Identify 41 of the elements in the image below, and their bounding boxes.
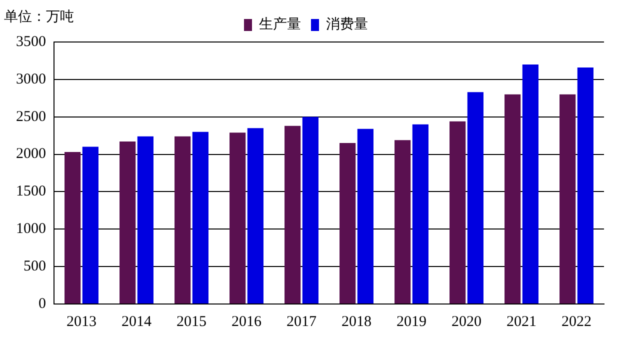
y-tick-label: 3500	[16, 34, 46, 50]
y-tick-label: 1500	[16, 184, 46, 200]
bar	[357, 128, 374, 304]
y-tick-label: 2000	[16, 146, 46, 162]
y-tick-label: 3000	[16, 71, 46, 88]
bar	[64, 152, 81, 304]
y-axis-title: 单位：万吨	[4, 8, 74, 26]
y-tick-label: 2500	[16, 108, 46, 125]
x-tick-label: 2021	[506, 314, 536, 330]
x-tick-label: 2013	[66, 314, 96, 330]
x-tick-label: 2022	[562, 314, 592, 330]
bar	[412, 124, 428, 304]
legend-label: 消费量	[326, 16, 368, 33]
bar	[174, 136, 191, 304]
bar	[504, 94, 521, 304]
x-tick-label: 2016	[232, 314, 262, 330]
bar	[137, 136, 154, 304]
x-tick-label: 2015	[176, 314, 206, 330]
x-tick-label: 2020	[452, 314, 482, 330]
bar	[450, 121, 466, 304]
bar	[247, 128, 264, 304]
y-tick-label: 500	[24, 258, 46, 275]
bar	[394, 140, 411, 304]
y-tick-label: 1000	[16, 221, 46, 238]
bar	[284, 126, 301, 304]
bar	[120, 142, 136, 304]
x-tick-label: 2019	[396, 314, 426, 330]
x-tick-label: 2014	[122, 314, 152, 330]
x-tick-label: 2017	[286, 314, 317, 330]
bar	[192, 132, 208, 304]
legend-label: 生产量	[259, 16, 301, 33]
x-tick-label: 2018	[342, 314, 372, 330]
bar	[340, 143, 356, 304]
bar	[302, 116, 318, 304]
bar	[560, 94, 576, 304]
bar	[230, 132, 246, 304]
bar	[577, 67, 594, 304]
bar	[522, 64, 538, 304]
y-tick-label: 0	[38, 296, 46, 312]
bar	[467, 92, 484, 304]
bar	[82, 146, 98, 304]
